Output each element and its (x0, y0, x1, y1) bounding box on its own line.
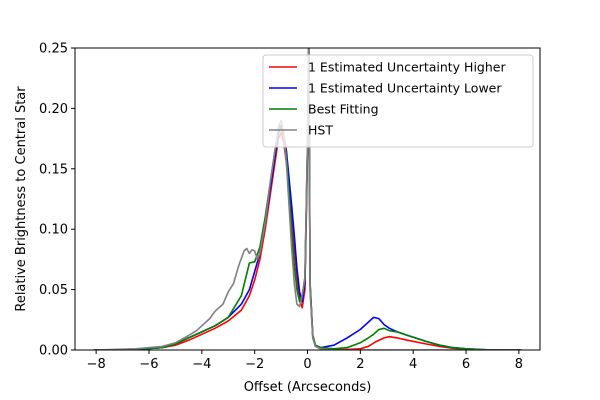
x-tick-label: −4 (192, 357, 211, 372)
x-tick-label: −6 (139, 357, 158, 372)
x-axis-label: Offset (Arcseconds) (244, 380, 372, 395)
legend-label: 1 Estimated Uncertainty Higher (308, 60, 506, 75)
y-tick-label: 0.25 (39, 42, 68, 57)
y-tick-label: 0.15 (39, 162, 68, 177)
x-tick-label: −8 (87, 357, 106, 372)
series-layer (93, 48, 522, 350)
y-tick-label: 0.05 (39, 283, 68, 298)
y-axis-label: Relative Brightness to Central Star (14, 86, 29, 312)
x-tick-label: −2 (245, 357, 264, 372)
y-tick-label: 0.20 (39, 102, 68, 117)
y-tick-label: 0.00 (39, 344, 68, 359)
x-tick-label: 8 (515, 357, 523, 372)
legend-label: Best Fitting (308, 102, 379, 117)
y-tick-label: 0.10 (39, 223, 68, 238)
x-tick-label: 4 (409, 357, 417, 372)
x-tick-label: 6 (462, 357, 470, 372)
x-tick-label: 0 (303, 357, 311, 372)
x-tick-label: 2 (356, 357, 364, 372)
legend-label: HST (308, 123, 333, 138)
legend-box (262, 54, 534, 148)
axes: −8 −6 −4 −2 0 2 4 6 8 0.00 0.05 0.10 0.15 0.20 0.25 (39, 42, 541, 372)
series-line-1 (93, 48, 522, 350)
legend: 1 Estimated Uncertainty Higher 1 Estimate… (262, 54, 534, 148)
legend-label: 1 Estimated Uncertainty Lower (308, 81, 502, 96)
